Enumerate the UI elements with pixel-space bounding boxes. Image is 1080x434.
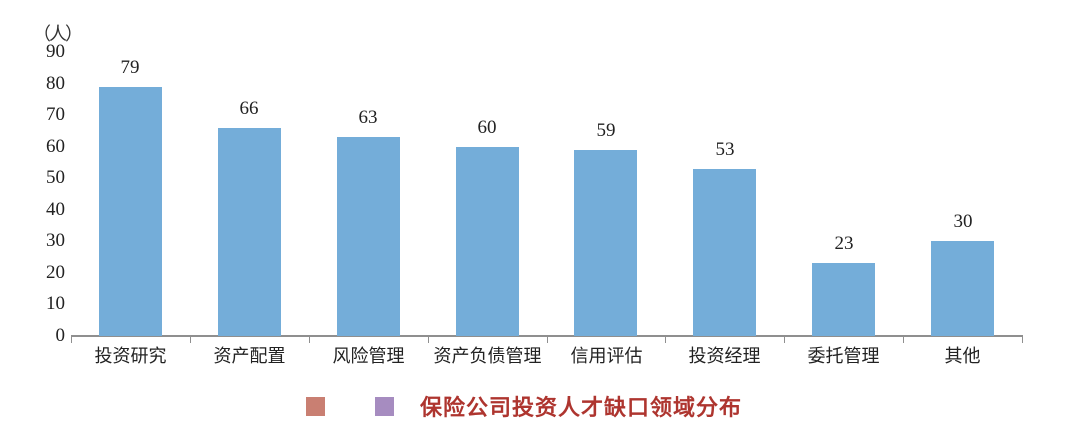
- y-axis-tick-label: 0: [55, 325, 66, 346]
- bar-value-label: 30: [953, 211, 973, 232]
- x-axis-label: 风险管理: [332, 346, 405, 366]
- x-axis-label: 资产负债管理: [433, 346, 542, 366]
- x-axis-tick-mark: [547, 335, 548, 343]
- y-axis-tick-label: 50: [46, 167, 65, 189]
- x-axis-tick-mark: [190, 335, 191, 343]
- bar-value-label: 53: [715, 139, 735, 160]
- x-axis-tick-mark: [1022, 335, 1023, 343]
- y-axis-tick-label: 40: [46, 198, 65, 220]
- y-axis-tick-label: 30: [46, 230, 65, 252]
- bar-value-label: 60: [477, 117, 497, 138]
- x-axis-tick-mark: [784, 335, 785, 343]
- bar-投资研究: [99, 87, 162, 336]
- bar-其他: [931, 241, 994, 336]
- bar-value-label: 59: [596, 120, 616, 141]
- x-axis-tick-mark: [428, 335, 429, 343]
- x-axis-tick-mark: [309, 335, 310, 343]
- bar-风险管理: [337, 137, 400, 336]
- x-axis-label: 委托管理: [807, 346, 880, 366]
- x-axis-label: 投资经理: [688, 346, 761, 366]
- bar-value-label: 79: [120, 57, 140, 78]
- x-axis-label: 资产配置: [213, 346, 286, 366]
- bar-投资经理: [693, 169, 756, 336]
- legend: 保险公司投资人才缺口领域分布: [306, 394, 742, 420]
- y-axis-tick-label: 10: [46, 293, 65, 315]
- bar-value-label: 63: [358, 107, 378, 128]
- bar-value-label: 66: [239, 98, 259, 119]
- x-axis-label: 信用评估: [570, 346, 643, 366]
- y-axis-unit-label: （人）: [33, 24, 83, 44]
- bar-value-label: 23: [834, 233, 854, 254]
- y-axis-tick-label: 80: [46, 72, 65, 94]
- legend-swatch-red-square: [306, 396, 325, 416]
- x-axis-tick-mark: [71, 335, 72, 343]
- bar-资产配置: [218, 128, 281, 336]
- bar-委托管理: [812, 263, 875, 336]
- bar-资产负债管理: [456, 147, 519, 336]
- y-axis-tick-label: 70: [46, 104, 65, 126]
- y-axis-tick-label: 20: [46, 261, 65, 283]
- y-axis-tick-label: 90: [46, 41, 65, 62]
- x-axis-line: [71, 335, 1022, 337]
- bar-信用评估: [574, 150, 637, 336]
- x-axis-tick-mark: [665, 335, 666, 343]
- y-axis-tick-label: 60: [46, 135, 65, 157]
- x-axis-tick-mark: [903, 335, 904, 343]
- x-axis-label: 投资研究: [94, 346, 167, 366]
- legend-swatch-purple-square: [375, 396, 394, 416]
- x-axis-label: 其他: [944, 346, 981, 366]
- legend-label: 保险公司投资人才缺口领域分布: [420, 395, 743, 420]
